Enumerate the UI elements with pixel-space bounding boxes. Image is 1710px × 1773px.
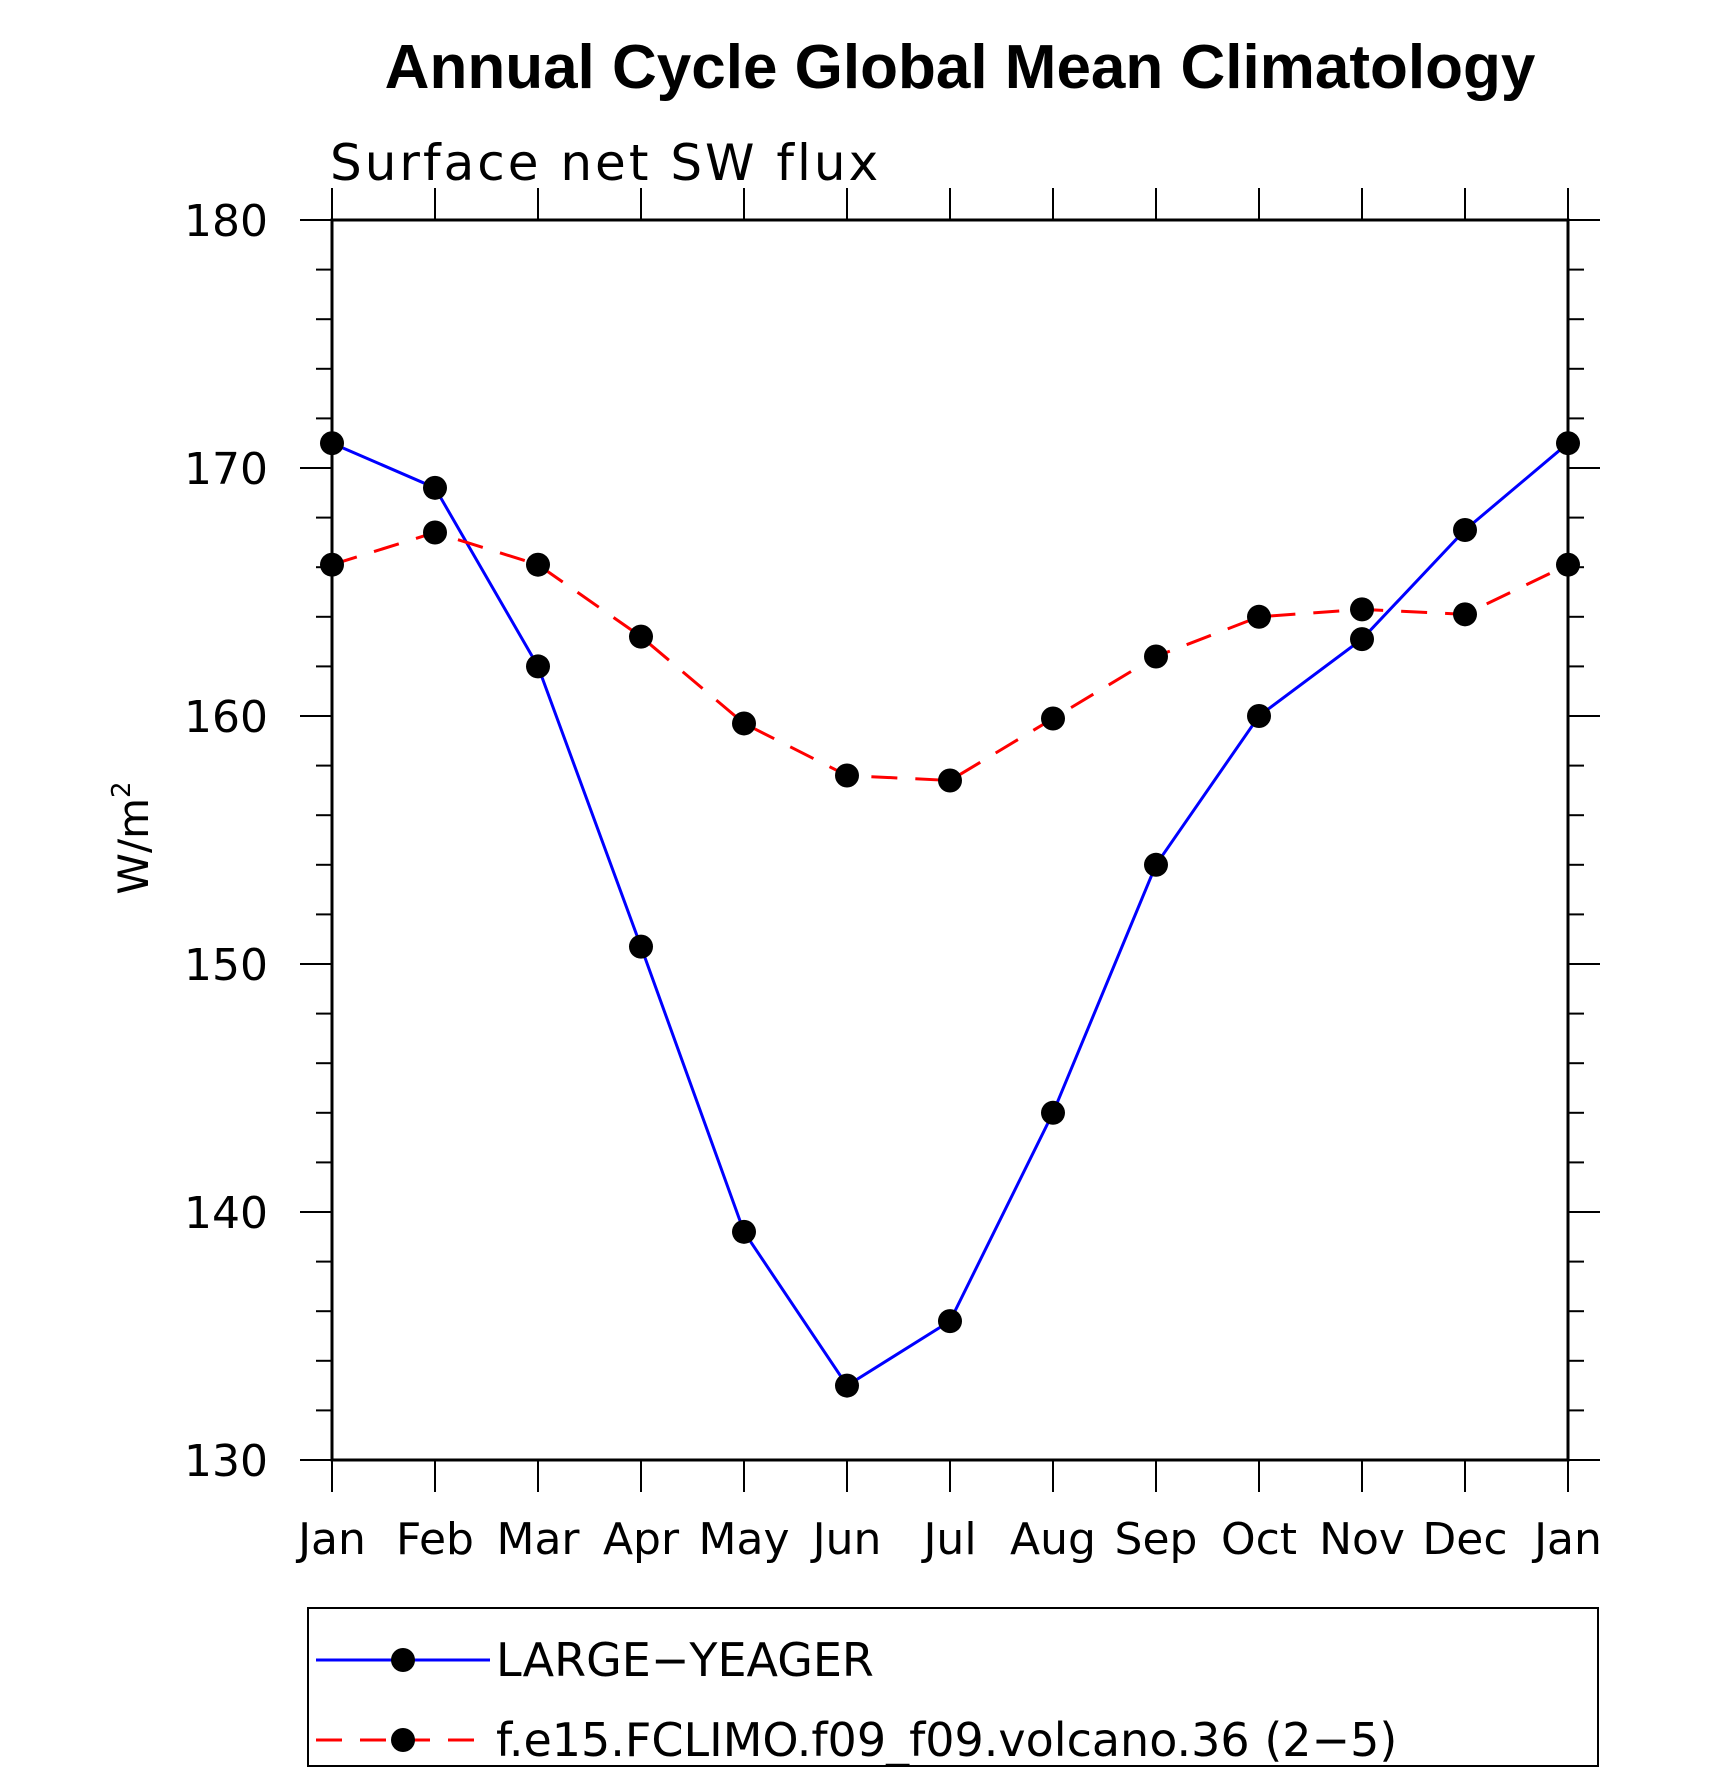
x-tick-label: Mar <box>496 1514 580 1565</box>
x-tick-label: May <box>699 1514 790 1565</box>
legend-marker <box>391 1648 415 1672</box>
data-point <box>835 763 859 788</box>
data-point <box>1247 604 1271 629</box>
y-tick-labels: 130 140 150 160 170 180 <box>184 196 268 1487</box>
y-tick-label: 180 <box>184 196 268 247</box>
data-point <box>1556 552 1580 577</box>
x-tick-label: Jun <box>810 1514 882 1565</box>
plot-frame <box>330 218 1570 1462</box>
data-point <box>1453 518 1477 542</box>
x-tick-label: Sep <box>1115 1514 1198 1565</box>
data-point <box>938 1309 962 1334</box>
legend-label: f.e15.FCLIMO.f09_f09.volcano.36 (2−5) <box>496 1713 1397 1767</box>
y-tick-label: 150 <box>184 940 268 991</box>
data-point <box>320 552 344 577</box>
y-axis-label-base: W/m <box>109 798 158 895</box>
series-line <box>331 441 1569 1388</box>
y-tick-label: 160 <box>184 692 268 743</box>
data-point <box>1453 602 1477 627</box>
data-point <box>732 1219 756 1244</box>
series-group <box>320 431 1580 1398</box>
data-point <box>629 934 653 959</box>
y-axis-label: W/m2 <box>107 781 158 894</box>
legend-marker <box>391 1728 415 1752</box>
data-point <box>423 475 447 500</box>
x-tick-label: Jan <box>1531 1514 1602 1565</box>
x-tick-label: Nov <box>1319 1514 1405 1565</box>
data-point <box>320 431 344 456</box>
x-tick-label: Jan <box>295 1514 366 1565</box>
legend-box <box>307 1607 1599 1767</box>
chart-subtitle: Surface net SW flux <box>330 134 881 192</box>
data-point <box>1041 706 1065 731</box>
data-point <box>629 624 653 649</box>
data-point <box>1350 627 1374 652</box>
data-point <box>1144 644 1168 669</box>
data-point <box>423 520 447 545</box>
x-tick-label: Aug <box>1010 1514 1096 1565</box>
data-point <box>732 711 756 736</box>
y-tick-label: 140 <box>184 1188 268 1239</box>
x-tick-label: Oct <box>1221 1514 1297 1565</box>
x-tick-labels: Jan Feb Mar Apr May Jun Jul Aug Sep Oct Nov Dec Jan <box>295 1514 1602 1565</box>
data-point <box>526 552 550 577</box>
series-line <box>331 530 1569 783</box>
legend: LARGE−YEAGER f.e15.FCLIMO.f09_f09.volcano… <box>307 1607 1599 1767</box>
plot-axes <box>300 188 1600 1492</box>
data-point <box>1144 852 1168 877</box>
data-point <box>1041 1100 1065 1125</box>
y-tick-label: 170 <box>184 444 268 495</box>
series-group <box>320 520 1580 793</box>
x-tick-label: Dec <box>1422 1514 1507 1565</box>
x-tick-label: Jul <box>920 1514 976 1565</box>
data-point <box>835 1373 859 1398</box>
data-point <box>1247 704 1271 728</box>
y-axis-label-superscript: 2 <box>107 781 137 798</box>
data-point <box>526 654 550 679</box>
legend-label: LARGE−YEAGER <box>496 1633 874 1687</box>
data-point <box>938 768 962 793</box>
legend-items: LARGE−YEAGER f.e15.FCLIMO.f09_f09.volcano… <box>316 1633 1397 1767</box>
data-point <box>1556 431 1580 456</box>
series-layer <box>320 431 1580 1398</box>
data-point <box>1350 597 1374 622</box>
chart-title: Annual Cycle Global Mean Climatology <box>385 33 1536 102</box>
x-tick-label: Feb <box>396 1514 474 1565</box>
x-tick-label: Apr <box>603 1514 680 1565</box>
y-tick-label: 130 <box>184 1436 268 1487</box>
